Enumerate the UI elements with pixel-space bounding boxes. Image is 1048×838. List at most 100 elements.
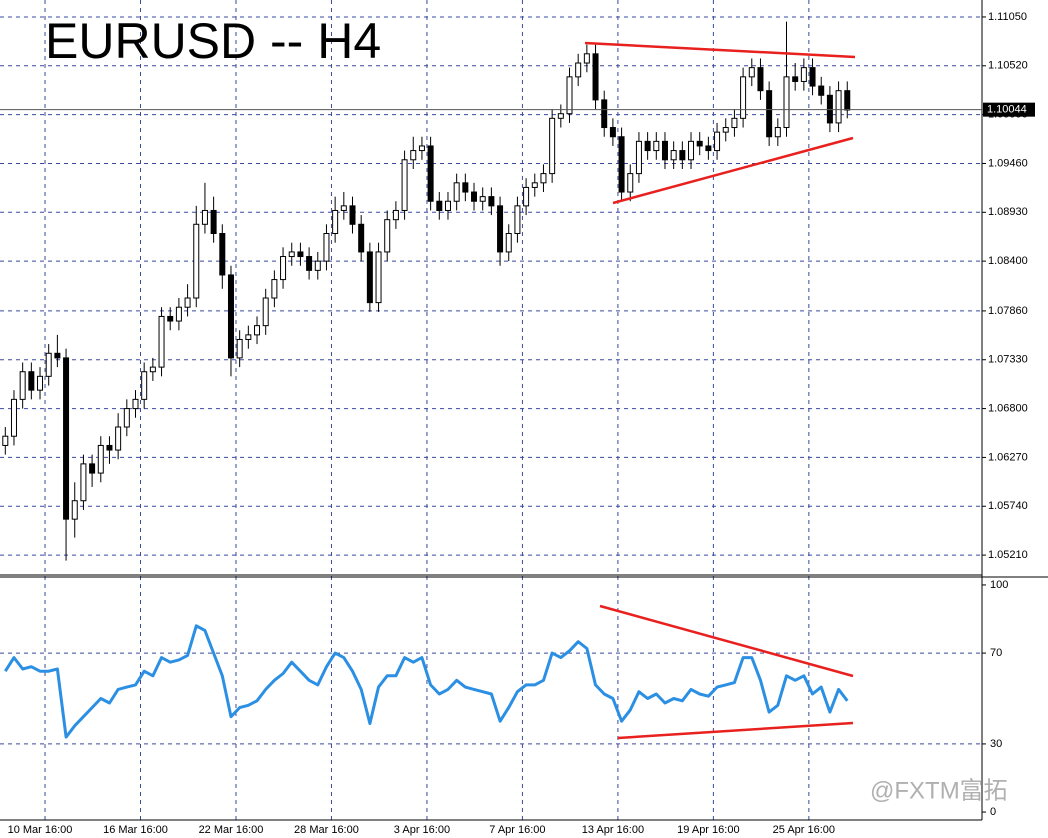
- candle-body: [2, 435, 9, 446]
- candle-body: [89, 463, 96, 474]
- x-tick-label: 16 Mar 16:00: [103, 824, 168, 836]
- candle-body: [783, 76, 790, 129]
- y-tick-label: 1.07860: [988, 305, 1028, 317]
- candle-body: [219, 233, 226, 276]
- candle-body: [262, 297, 269, 327]
- candle-body: [427, 145, 434, 202]
- y-tick-label: 100: [990, 579, 1008, 591]
- y-tick-label: 1.06270: [988, 451, 1028, 463]
- candle-body: [401, 159, 408, 211]
- candle-body: [193, 223, 200, 299]
- candle-body: [358, 223, 365, 253]
- x-tick-label: 22 Mar 16:00: [199, 824, 264, 836]
- candle-body: [766, 90, 773, 138]
- candle-body: [28, 371, 35, 391]
- candle-body: [497, 205, 504, 253]
- candle-body: [809, 67, 816, 87]
- candle-body: [523, 186, 530, 207]
- candle-body: [288, 251, 295, 258]
- candle-body: [306, 256, 313, 271]
- candle-body: [366, 251, 373, 304]
- y-tick-label: 1.05740: [988, 500, 1028, 512]
- candle-body: [679, 150, 686, 161]
- candle-body: [236, 338, 243, 359]
- candle-body: [149, 366, 156, 373]
- y-tick-label: 70: [990, 647, 1002, 659]
- candle-body: [280, 256, 287, 281]
- candle-body: [392, 209, 399, 221]
- candle-body: [800, 67, 807, 82]
- candle-body: [314, 260, 321, 271]
- y-tick-label: 1.08930: [988, 206, 1028, 218]
- candle-body: [418, 145, 425, 152]
- candle-body: [227, 274, 234, 359]
- candle-body: [462, 182, 469, 193]
- candle-body: [158, 315, 165, 368]
- candle-body: [792, 76, 799, 82]
- y-tick-label: 1.05210: [988, 549, 1028, 561]
- candle-body: [653, 140, 660, 152]
- candle-body: [297, 251, 304, 258]
- candle-body: [835, 90, 842, 124]
- candle-body: [175, 306, 182, 322]
- candle-body: [722, 127, 729, 133]
- x-tick-label: 7 Apr 16:00: [489, 824, 545, 836]
- candle-body: [627, 173, 634, 193]
- candle-body: [141, 371, 148, 400]
- candle-body: [19, 371, 26, 400]
- candle-body: [375, 251, 382, 304]
- x-tick-label: 13 Apr 16:00: [582, 824, 644, 836]
- candle-body: [748, 67, 755, 78]
- candle-body: [488, 196, 495, 207]
- candle-body: [245, 334, 252, 340]
- candle-body: [696, 140, 703, 147]
- candle-body: [566, 76, 573, 115]
- marks: [2, 21, 851, 739]
- candle-body: [731, 117, 738, 129]
- candle-body: [210, 209, 217, 235]
- candle-body: [323, 233, 330, 262]
- candle-body: [540, 173, 547, 184]
- candle-body: [45, 352, 52, 377]
- x-tick-label: 25 Apr 16:00: [773, 824, 835, 836]
- candle-body: [201, 209, 208, 225]
- candle-body: [601, 99, 608, 129]
- candle-body: [37, 375, 44, 391]
- y-tick-label: 1.09460: [988, 157, 1028, 169]
- candle-body: [97, 444, 104, 474]
- candle-body: [549, 117, 556, 175]
- candle-body: [479, 196, 486, 202]
- candle-body: [774, 127, 781, 138]
- trend-line: [599, 604, 854, 678]
- candle-body: [618, 136, 625, 193]
- candle-body: [471, 191, 478, 202]
- y-tick-label: 1.06800: [988, 402, 1028, 414]
- candle-body: [844, 90, 851, 111]
- candle-body: [63, 357, 70, 520]
- candle-body: [332, 209, 339, 235]
- candle-body: [557, 113, 564, 119]
- candle-body: [688, 140, 695, 161]
- x-tick-label: 19 Apr 16:00: [677, 824, 739, 836]
- y-tick-label: 1.11050: [988, 11, 1027, 23]
- y-tick-label: 1.08400: [988, 255, 1028, 267]
- candle-body: [644, 140, 651, 152]
- watermark: @FXTM富拓: [870, 777, 1008, 804]
- candle-body: [583, 53, 590, 64]
- candle-body: [71, 500, 78, 520]
- rsi-line: [4, 624, 849, 739]
- candle-body: [340, 205, 347, 211]
- candle-body: [123, 408, 130, 428]
- candle-body: [349, 205, 356, 225]
- candle-body: [167, 315, 174, 322]
- candle-body: [115, 426, 122, 451]
- candle-body: [714, 131, 721, 152]
- candle-body: [254, 325, 261, 336]
- trend-line: [584, 41, 856, 59]
- candle-body: [453, 182, 460, 202]
- current-price-label: 1.10044: [987, 104, 1027, 116]
- x-tick-label: 28 Mar 16:00: [294, 824, 359, 836]
